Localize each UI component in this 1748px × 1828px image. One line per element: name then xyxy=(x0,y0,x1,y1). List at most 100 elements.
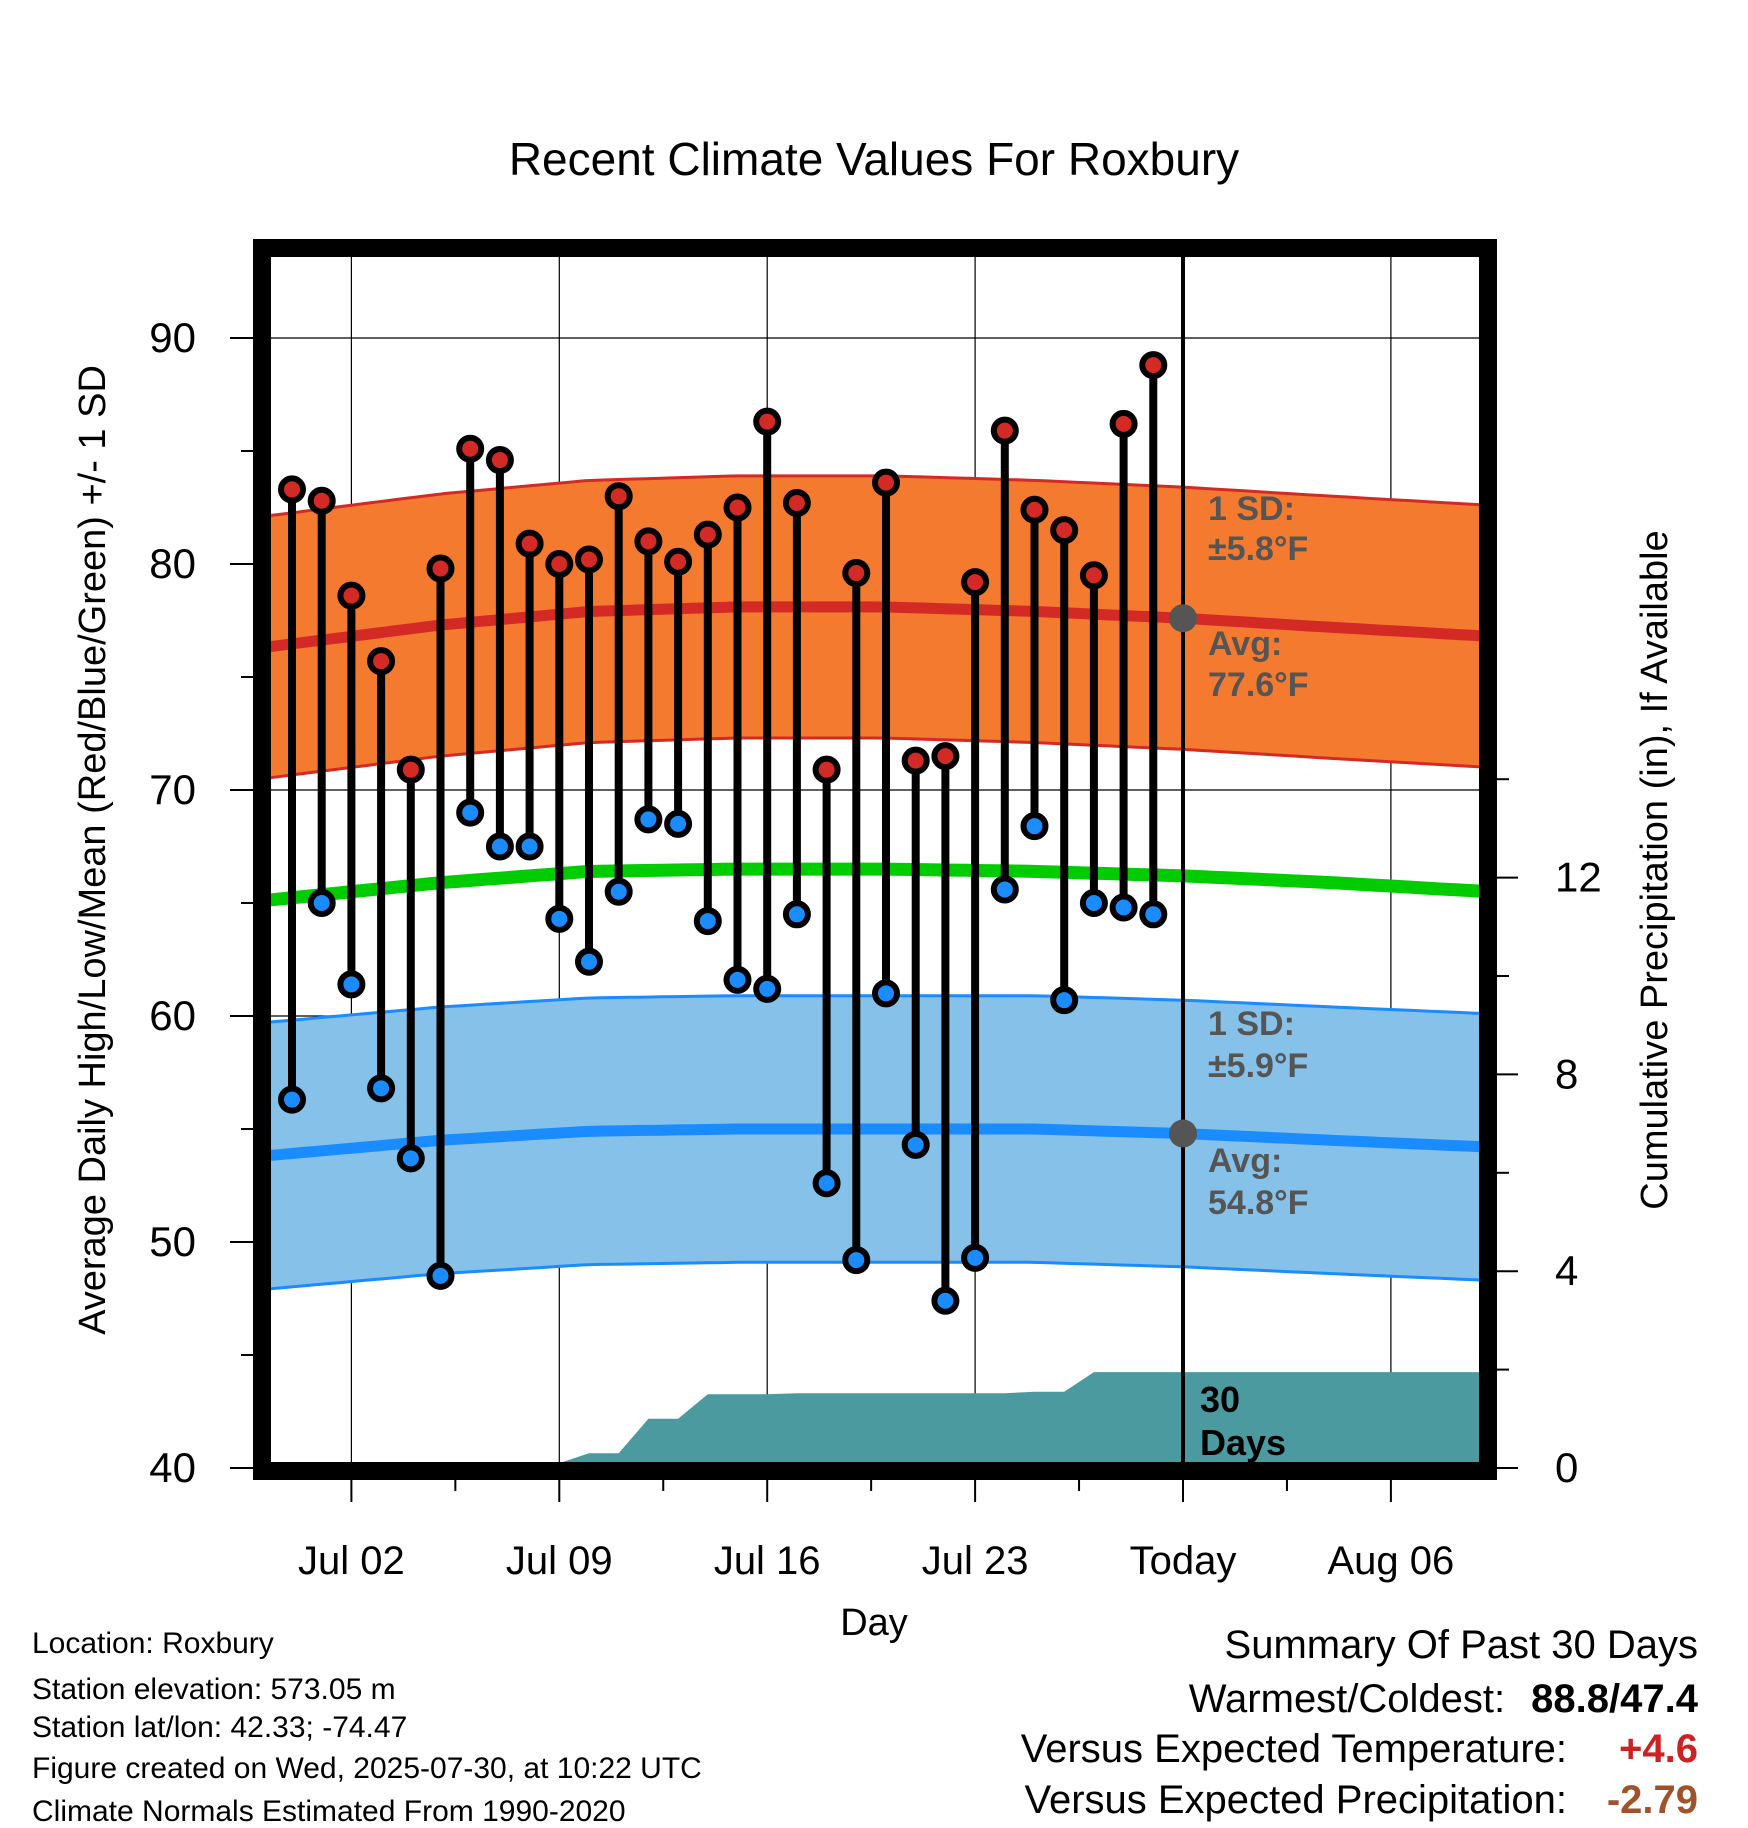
high-avg-label: Avg: xyxy=(1208,625,1282,663)
summary-temp-value: +4.6 xyxy=(1619,1727,1698,1771)
observation-day xyxy=(990,416,1019,904)
high-marker xyxy=(515,529,544,558)
observation-day xyxy=(634,527,663,834)
summary-precip-value: -2.79 xyxy=(1607,1778,1698,1822)
high-marker xyxy=(1050,516,1079,545)
low-marker xyxy=(723,965,752,994)
low-avg-label: Avg: xyxy=(1208,1142,1282,1180)
low-marker xyxy=(337,970,366,999)
observation-day xyxy=(1109,409,1138,922)
low-normal-line xyxy=(262,1123,1488,1162)
low-marker xyxy=(901,1130,930,1159)
observation-day xyxy=(337,581,366,999)
low-marker xyxy=(278,1085,306,1114)
y-tick-label: 90 xyxy=(149,314,196,361)
high-marker xyxy=(931,742,960,771)
high-marker xyxy=(723,493,752,522)
high-marker xyxy=(1109,409,1138,438)
observation-day xyxy=(307,486,336,917)
low-sd-value: ±5.9°F xyxy=(1208,1047,1308,1085)
y-axis-label-right: Cumulative Precipitation (in), If Availa… xyxy=(1634,530,1676,1209)
low-marker xyxy=(664,809,693,838)
low-marker xyxy=(307,889,336,917)
low-marker xyxy=(931,1286,960,1315)
days-label-word: Days xyxy=(1200,1422,1286,1463)
low-sd-label: 1 SD: xyxy=(1208,1005,1295,1043)
footer: Location: Roxbury Station elevation: 573… xyxy=(32,1627,702,1828)
high-marker xyxy=(782,488,811,517)
low-marker xyxy=(485,832,514,861)
days-label-number: 30 xyxy=(1200,1379,1240,1420)
high-marker xyxy=(307,486,336,515)
warmest-coldest-label: Warmest/Coldest: xyxy=(1189,1677,1505,1721)
high-marker xyxy=(575,545,603,574)
low-marker xyxy=(515,832,544,861)
high-marker xyxy=(901,746,930,775)
high-marker xyxy=(842,559,871,588)
slash-separator: / xyxy=(1609,1677,1620,1721)
low-marker xyxy=(426,1261,455,1290)
high-marker xyxy=(485,446,514,475)
observation-day xyxy=(872,468,900,1008)
precip-area xyxy=(292,1372,1488,1468)
x-axis-label: Day xyxy=(840,1602,908,1644)
observation-day xyxy=(693,520,722,936)
observation-day xyxy=(367,647,396,1103)
x-tick-label: Jul 16 xyxy=(714,1539,821,1583)
summary-temp-label: Versus Expected Temperature: xyxy=(1021,1727,1567,1771)
today-high-normal-marker xyxy=(1169,604,1197,633)
x-tick-label: Today xyxy=(1130,1539,1237,1583)
low-marker xyxy=(961,1243,990,1272)
y2-tick-label: 8 xyxy=(1555,1050,1578,1097)
observation-day xyxy=(664,547,693,838)
observation-day xyxy=(961,568,990,1272)
low-marker xyxy=(396,1144,425,1173)
y2-tick-label: 4 xyxy=(1555,1247,1578,1294)
y-axis-label-left: Average Daily High/Low/Mean (Red/Blue/Gr… xyxy=(72,365,114,1335)
axes: 40 50 60 70 80 90 0 4 8 12 Jul 02 Jul 09 Jul 16 Jul 2… xyxy=(149,314,1601,1583)
low-marker xyxy=(456,798,485,827)
observation-day xyxy=(1020,495,1049,841)
footer-created: Figure created on Wed, 2025-07-30, at 10… xyxy=(32,1752,702,1785)
observation-day xyxy=(575,545,603,976)
observation-day xyxy=(901,746,930,1159)
mean-normal-line xyxy=(262,862,1488,908)
plot-frame xyxy=(253,239,1497,1480)
high-sd-label: 1 SD: xyxy=(1208,490,1295,528)
today-layer xyxy=(1169,248,1197,1471)
y2-tick-label: 0 xyxy=(1555,1444,1578,1491)
high-marker xyxy=(426,554,455,583)
low-marker xyxy=(990,875,1019,904)
high-marker xyxy=(872,468,900,497)
observations xyxy=(278,351,1168,1315)
y-tick-label: 80 xyxy=(149,540,196,587)
low-marker xyxy=(367,1074,396,1103)
high-marker xyxy=(1139,351,1168,380)
high-marker xyxy=(1020,495,1049,524)
observation-day xyxy=(1050,516,1079,1015)
high-marker xyxy=(367,647,396,676)
observation-day xyxy=(723,493,752,994)
high-avg-value: 77.6°F xyxy=(1208,666,1309,704)
low-marker xyxy=(872,979,900,1008)
summary: Summary Of Past 30 Days Warmest/Coldest:… xyxy=(1021,1623,1699,1822)
low-marker xyxy=(812,1169,841,1198)
today-low-normal-marker xyxy=(1169,1119,1197,1148)
footer-elevation: Station elevation: 573.05 m xyxy=(32,1673,396,1706)
y-tick-label: 50 xyxy=(149,1218,196,1265)
footer-normals: Climate Normals Estimated From 1990-2020 xyxy=(32,1795,626,1828)
x-tick-label: Jul 09 xyxy=(506,1539,613,1583)
low-marker xyxy=(1139,900,1168,929)
low-marker xyxy=(1020,812,1049,841)
observation-day xyxy=(931,742,960,1315)
observation-day xyxy=(515,529,544,861)
observation-day xyxy=(485,446,514,861)
low-marker xyxy=(842,1246,871,1275)
low-marker xyxy=(634,805,663,834)
observation-day xyxy=(396,755,425,1173)
observation-day xyxy=(278,475,306,1114)
observation-day xyxy=(842,559,871,1275)
low-lower-edge xyxy=(262,1260,1488,1291)
low-marker xyxy=(1050,986,1079,1015)
high-marker xyxy=(604,482,633,511)
